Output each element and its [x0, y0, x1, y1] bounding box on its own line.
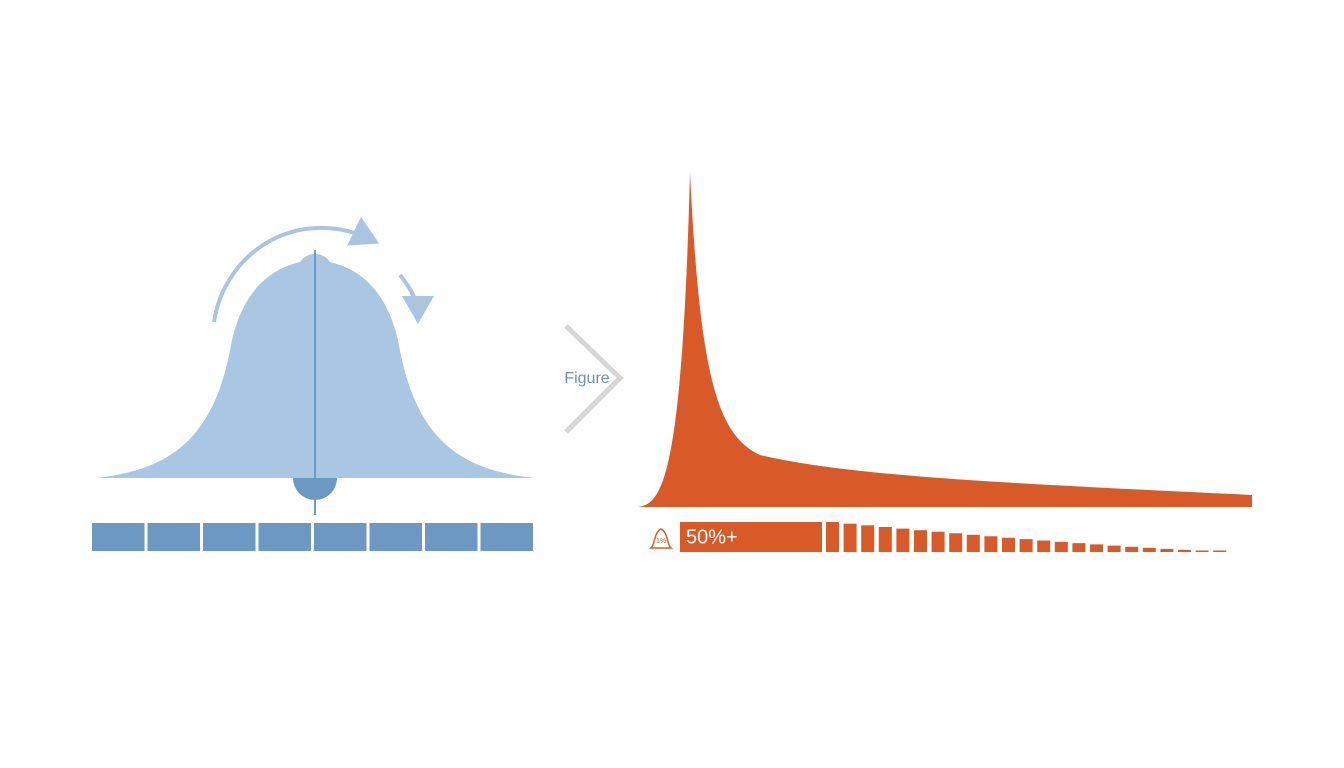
tail-bar	[1037, 540, 1051, 552]
tail-bar	[1213, 550, 1227, 552]
highlight-label: 50%+	[686, 526, 738, 548]
tail-bar	[984, 536, 998, 552]
bell-icon	[648, 528, 674, 549]
block	[425, 523, 478, 551]
tail-bar	[1072, 543, 1086, 552]
icon-label: 1%	[656, 538, 666, 545]
block	[147, 523, 200, 551]
tail-bar	[966, 534, 980, 552]
rotation-arrow	[212, 216, 380, 323]
tail-bar	[1160, 548, 1174, 552]
tail-bar	[949, 533, 963, 552]
block	[480, 523, 533, 551]
tail-bar	[914, 530, 927, 552]
tail-bar	[878, 526, 892, 552]
tail-bar	[1125, 546, 1139, 552]
tail-bar	[1178, 549, 1191, 552]
tail-bars	[826, 522, 1227, 552]
tail-bar	[1002, 537, 1015, 552]
block	[258, 523, 311, 551]
tail-bar	[1054, 541, 1068, 552]
block	[369, 523, 422, 551]
tail-bar	[1195, 550, 1209, 552]
tail-bar	[1019, 539, 1033, 552]
block	[203, 523, 256, 551]
tail-bar	[861, 525, 875, 552]
tail-bar	[1142, 547, 1156, 552]
tail-bar	[843, 523, 857, 552]
highlight-bar	[680, 522, 822, 552]
tail-bar	[931, 531, 945, 552]
tail-bar	[1107, 545, 1121, 552]
center-label: Figure	[564, 370, 609, 387]
tail-bar	[896, 528, 910, 552]
tail-bar	[1090, 544, 1103, 552]
rotation-arrow	[398, 273, 434, 324]
chevron	[564, 324, 624, 434]
half-circle	[293, 478, 337, 500]
long-tail-curve	[637, 172, 1252, 507]
block	[314, 523, 367, 551]
block-row	[92, 523, 533, 551]
block	[92, 523, 145, 551]
tail-bar	[826, 522, 839, 552]
